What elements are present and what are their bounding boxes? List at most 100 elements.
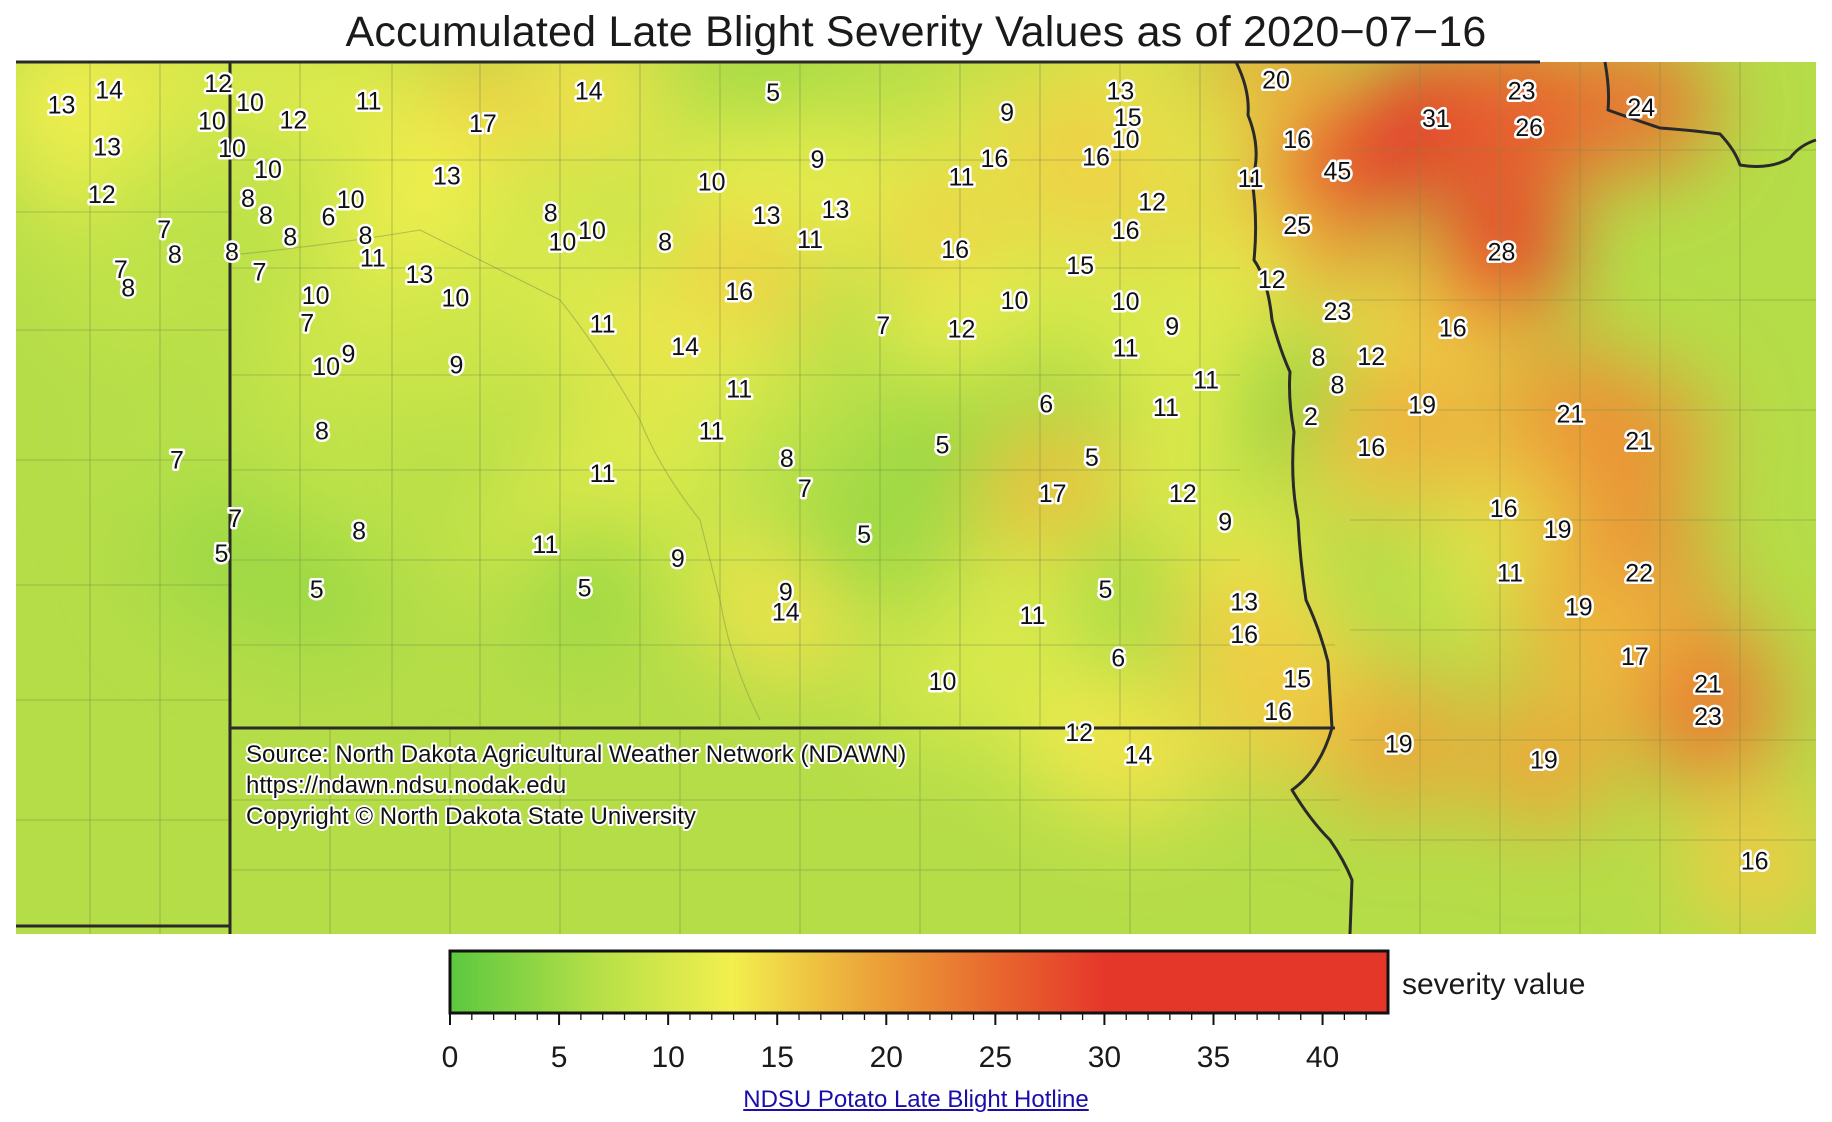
station-value: 16 (1230, 621, 1258, 649)
station-value: 11 (360, 245, 386, 273)
station-value: 14 (95, 76, 123, 104)
station-value: 10 (1112, 126, 1140, 154)
station-value: 10 (337, 186, 365, 214)
legend-tick-label: 20 (870, 1041, 903, 1074)
station-value: 10 (218, 135, 246, 163)
station-value: 6 (1039, 390, 1053, 418)
station-value: 28 (1488, 238, 1516, 266)
station-value: 11 (1193, 367, 1219, 395)
station-value: 8 (121, 275, 135, 303)
station-value: 5 (310, 576, 324, 604)
station-value: 12 (279, 106, 307, 134)
station-value: 17 (1039, 480, 1067, 508)
station-value: 19 (1565, 593, 1593, 621)
station-value: 6 (321, 204, 335, 232)
copyright-line: Copyright © North Dakota State Universit… (246, 803, 696, 830)
station-value: 5 (1085, 444, 1099, 472)
station-value: 9 (342, 341, 356, 369)
station-value: 10 (302, 282, 330, 310)
station-value: 12 (1065, 719, 1093, 747)
station-value: 31 (1422, 105, 1450, 133)
severity-blob (1684, 790, 1816, 931)
station-value: 16 (1264, 698, 1292, 726)
station-value: 13 (753, 202, 781, 230)
station-value: 25 (1283, 212, 1311, 240)
station-value: 9 (811, 146, 825, 174)
legend-label: severity value (1402, 968, 1585, 1001)
station-value: 16 (725, 278, 753, 306)
severity-blob (246, 518, 387, 659)
hotline-link[interactable]: NDSU Potato Late Blight Hotline (743, 1086, 1089, 1113)
station-value: 23 (1694, 703, 1722, 731)
station-value: 9 (1000, 99, 1014, 127)
station-value: 5 (1099, 576, 1113, 604)
severity-blob (872, 611, 1013, 752)
station-value: 22 (1625, 560, 1653, 588)
station-value: 10 (929, 668, 957, 696)
station-value: 14 (671, 333, 699, 361)
station-value: 13 (405, 261, 433, 289)
legend-tick-label: 10 (651, 1041, 684, 1074)
station-value: 16 (1741, 848, 1769, 876)
station-value: 21 (1556, 400, 1584, 428)
station-value: 10 (312, 353, 340, 381)
severity-blob (518, 62, 659, 161)
station-value: 11 (699, 418, 725, 446)
station-value: 17 (469, 110, 497, 138)
station-value: 5 (214, 540, 228, 568)
big-stone-lake (1290, 727, 1354, 935)
station-value: 12 (1357, 343, 1385, 371)
station-value: 8 (168, 241, 182, 269)
station-value: 11 (1153, 394, 1179, 422)
station-value: 8 (780, 445, 794, 473)
legend-tick-label: 0 (442, 1041, 459, 1074)
station-value: 12 (88, 181, 116, 209)
station-value: 9 (671, 545, 685, 573)
station-value: 16 (941, 236, 969, 264)
red-river (1234, 61, 1334, 729)
station-value: 6 (1111, 645, 1125, 673)
severity-blob (1571, 62, 1712, 177)
station-value: 8 (315, 418, 329, 446)
station-value: 11 (1497, 560, 1523, 588)
station-value: 19 (1544, 516, 1572, 544)
station-value: 21 (1694, 671, 1722, 699)
station-value: 13 (48, 91, 76, 119)
station-value: 7 (170, 446, 184, 474)
station-value: 8 (352, 517, 366, 545)
legend-tick-label: 35 (1197, 1041, 1230, 1074)
station-value: 23 (1508, 78, 1536, 106)
station-value: 19 (1385, 730, 1413, 758)
severity-blob (514, 517, 655, 658)
station-value: 16 (980, 145, 1008, 173)
station-value: 16 (1082, 144, 1110, 172)
station-value: 10 (198, 108, 226, 136)
station-value: 7 (253, 258, 267, 286)
station-value: 2 (1304, 403, 1318, 431)
station-value: 20 (1262, 66, 1290, 94)
station-value: 5 (936, 431, 950, 459)
station-value: 11 (590, 311, 616, 339)
legend-tick-label: 15 (761, 1041, 794, 1074)
station-value: 8 (358, 222, 372, 250)
source-note: Source: North Dakota Agricultural Weathe… (244, 739, 908, 832)
severity-surface (16, 62, 1816, 931)
station-value: 8 (225, 238, 239, 266)
station-value: 16 (1357, 434, 1385, 462)
station-value: 14 (575, 78, 603, 106)
station-value: 11 (797, 226, 823, 254)
station-value: 7 (114, 256, 128, 284)
station-value: 17 (1621, 643, 1649, 671)
station-value: 11 (1020, 602, 1046, 630)
station-value: 10 (254, 156, 282, 184)
station-value: 12 (1169, 480, 1197, 508)
station-value: 10 (548, 228, 576, 256)
wisconsin-border (1603, 61, 1817, 168)
station-value: 19 (1408, 392, 1436, 420)
station-value: 11 (726, 375, 752, 403)
station-value: 7 (798, 475, 812, 503)
station-value: 5 (857, 521, 871, 549)
station-value: 8 (241, 185, 255, 213)
